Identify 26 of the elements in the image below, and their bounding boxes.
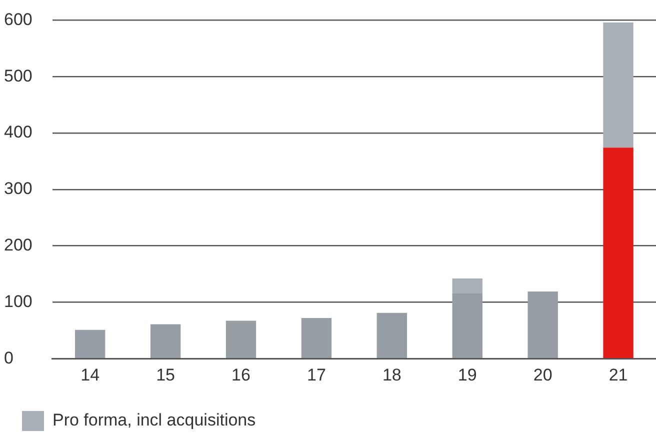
bar [603, 22, 634, 148]
y-tick-label: 400 [4, 122, 32, 142]
y-tick-label: 0 [4, 348, 14, 368]
x-tick-label: 18 [382, 365, 402, 384]
x-tick-label: 14 [80, 365, 100, 384]
x-tick-label: 17 [306, 365, 326, 384]
bar [75, 330, 106, 358]
x-tick-label: 16 [232, 365, 250, 384]
bar [376, 312, 407, 358]
x-tick-label: 19 [458, 365, 477, 384]
bar [301, 318, 332, 358]
bar [452, 293, 482, 358]
bar [150, 324, 181, 358]
bar [603, 148, 634, 358]
x-tick-label: 21 [608, 365, 628, 384]
y-tick-label: 300 [4, 179, 32, 198]
bar [528, 291, 558, 358]
bar [226, 320, 256, 358]
legend-label: Pro forma, incl acquisitions [52, 410, 256, 430]
bar [452, 278, 482, 294]
x-tick-label: 20 [533, 365, 552, 384]
x-tick-label: 15 [156, 365, 176, 384]
y-tick-label: 600 [4, 10, 32, 29]
y-tick-label: 500 [4, 66, 32, 86]
y-tick-label: 100 [4, 292, 32, 311]
y-tick-label: 200 [4, 235, 32, 254]
